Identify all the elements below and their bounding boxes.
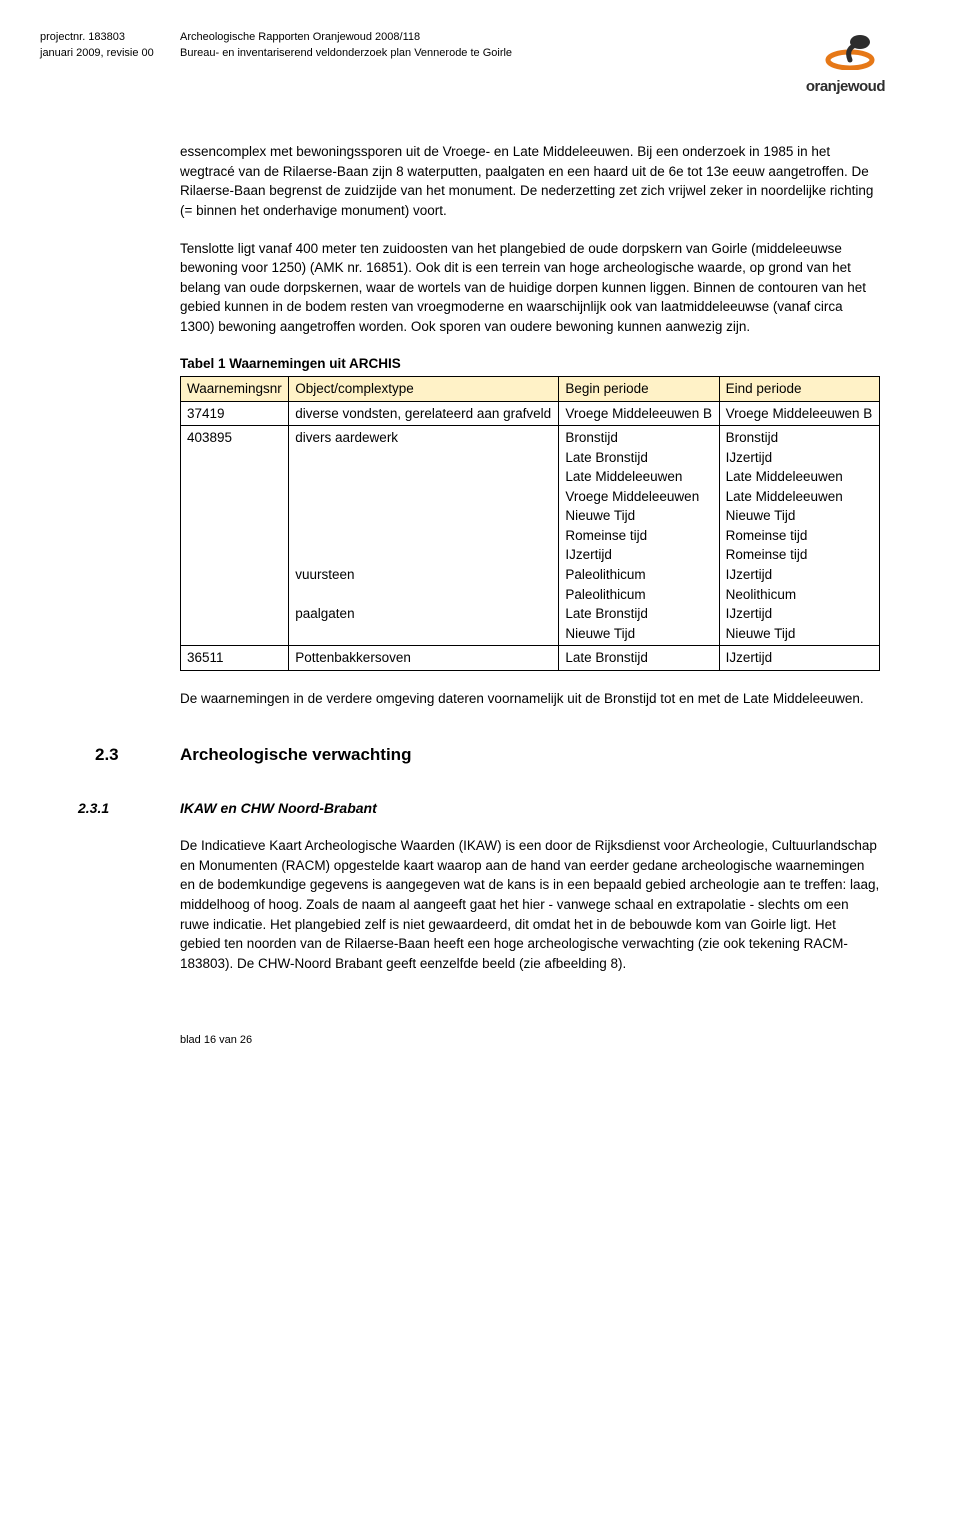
table-cell: Late Bronstijd (559, 646, 719, 671)
table-cell: Bronstijd Late Bronstijd Late Middeleeuw… (559, 426, 719, 646)
header-center: Archeologische Rapporten Oranjewoud 2008… (180, 30, 745, 62)
paragraph-2: Tenslotte ligt vanaf 400 meter ten zuido… (180, 239, 880, 337)
header-logo-area: oranjewoud (745, 30, 885, 97)
section-title: Archeologische verwachting (180, 743, 411, 768)
table-cell: IJzertijd (719, 646, 879, 671)
table-cell: Pottenbakkersoven (289, 646, 559, 671)
archis-table: WaarnemingsnrObject/complextypeBegin per… (180, 376, 880, 671)
table-body: 37419diverse vondsten, gerelateerd aan g… (181, 401, 880, 670)
oranjewoud-logo: oranjewoud (806, 30, 885, 97)
table-title: Tabel 1 Waarnemingen uit ARCHIS (180, 354, 880, 374)
doc-title-line2: Bureau- en inventariserend veldonderzoek… (180, 46, 745, 62)
page-footer: blad 16 van 26 (180, 1033, 885, 1049)
subsection-number: 2.3.1 (40, 798, 180, 818)
table-cell: Vroege Middeleeuwen B (719, 401, 879, 426)
logo-icon (810, 30, 880, 70)
table-header-row: WaarnemingsnrObject/complextypeBegin per… (181, 376, 880, 401)
page-header: projectnr. 183803 januari 2009, revisie … (40, 30, 885, 97)
table-column-header: Waarnemingsnr (181, 376, 289, 401)
table-cell: divers aardewerk vuursteen paalgaten (289, 426, 559, 646)
table-column-header: Object/complextype (289, 376, 559, 401)
table-row: 37419diverse vondsten, gerelateerd aan g… (181, 401, 880, 426)
table-column-header: Begin periode (559, 376, 719, 401)
subsection-2-3-1: 2.3.1 IKAW en CHW Noord-Brabant (40, 798, 885, 818)
table-cell: 37419 (181, 401, 289, 426)
table-cell: Bronstijd IJzertijd Late Middeleeuwen La… (719, 426, 879, 646)
logo-text: oranjewoud (806, 76, 885, 98)
table-cell: 36511 (181, 646, 289, 671)
revision-info: januari 2009, revisie 00 (40, 46, 180, 62)
subsection-title: IKAW en CHW Noord-Brabant (180, 798, 377, 818)
table-row: 36511PottenbakkersovenLate BronstijdIJze… (181, 646, 880, 671)
table-cell: diverse vondsten, gerelateerd aan grafve… (289, 401, 559, 426)
page-number: blad 16 van 26 (180, 1034, 252, 1046)
header-left: projectnr. 183803 januari 2009, revisie … (40, 30, 180, 62)
table-row: 403895divers aardewerk vuursteen paalgat… (181, 426, 880, 646)
section-number: 2.3 (40, 743, 180, 768)
table-column-header: Eind periode (719, 376, 879, 401)
project-number: projectnr. 183803 (40, 30, 180, 46)
section-2-3: 2.3 Archeologische verwachting (40, 743, 885, 768)
paragraph-ikaw: De Indicatieve Kaart Archeologische Waar… (180, 836, 880, 973)
table-cell: Vroege Middeleeuwen B (559, 401, 719, 426)
table-cell: 403895 (181, 426, 289, 646)
paragraph-1: essencomplex met bewoningssporen uit de … (180, 142, 880, 220)
doc-title-line1: Archeologische Rapporten Oranjewoud 2008… (180, 30, 745, 46)
paragraph-after-table: De waarnemingen in de verdere omgeving d… (180, 689, 880, 709)
